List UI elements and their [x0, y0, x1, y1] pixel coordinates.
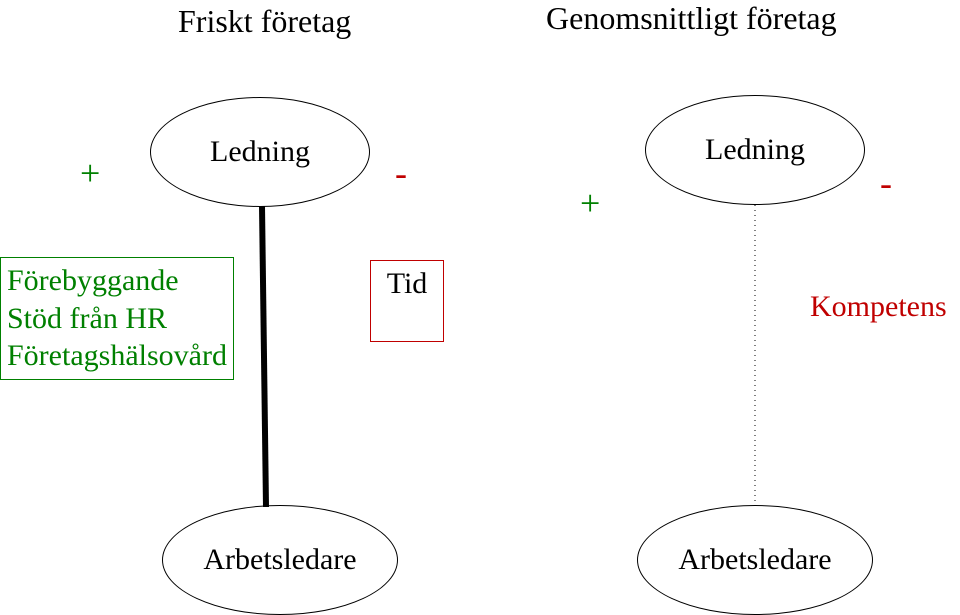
left-plus-sign: + [80, 155, 100, 191]
left-bottom-ellipse: Arbetsledare [162, 505, 398, 615]
right-top-ellipse-label: Ledning [705, 133, 805, 167]
tid-box-label: Tid [387, 265, 428, 303]
green-box-line-1: Stöd från HR [7, 300, 227, 338]
right-bottom-ellipse-label: Arbetsledare [678, 543, 831, 577]
kompetens-label: Kompetens [810, 290, 947, 324]
green-box: Förebyggande Stöd från HR Företagshälsov… [0, 257, 234, 380]
heading-left: Friskt företag [178, 3, 351, 40]
left-bottom-ellipse-label: Arbetsledare [203, 543, 356, 577]
green-box-line-2: Företagshälsovård [7, 337, 227, 375]
right-top-ellipse: Ledning [645, 95, 865, 205]
heading-right: Genomsnittligt företag [546, 0, 837, 37]
left-minus-sign: - [395, 155, 407, 191]
right-minus-sign: - [880, 165, 892, 201]
left-connector [262, 206, 266, 507]
left-top-ellipse: Ledning [150, 97, 370, 207]
left-top-ellipse-label: Ledning [210, 135, 310, 169]
tid-box: Tid [370, 260, 444, 342]
green-box-line-0: Förebyggande [7, 262, 227, 300]
right-plus-sign: + [580, 185, 600, 221]
right-bottom-ellipse: Arbetsledare [637, 505, 873, 615]
